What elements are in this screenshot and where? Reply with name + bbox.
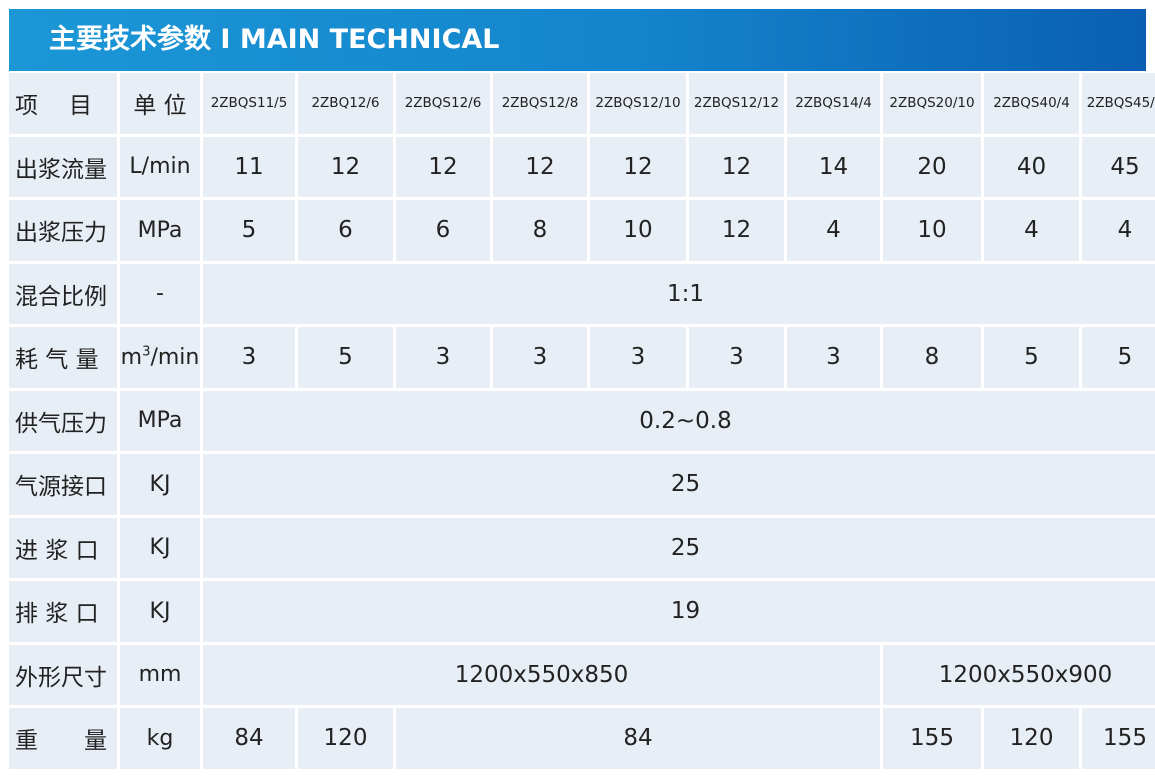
row-unit: KJ — [120, 517, 200, 578]
table-cell: 6 — [298, 200, 393, 261]
table-cell: 12 — [396, 136, 490, 197]
table-cell: 14 — [787, 136, 880, 197]
spec-table: 项 目 单 位 2ZBQS11/5 2ZBQ12/6 2ZBQS12/6 2ZB… — [6, 70, 1155, 772]
table-cell: 8 — [883, 327, 981, 388]
row-label: 排 浆 口 — [9, 581, 117, 642]
table-cell: 155 — [1082, 708, 1155, 769]
table-cell: 84 — [396, 708, 880, 769]
table-cell: 25 — [203, 517, 1155, 578]
table-cell: 10 — [590, 200, 686, 261]
table-cell: 1200x550x900 — [883, 644, 1155, 705]
table-cell: 5 — [298, 327, 393, 388]
table-row-air: 耗 气 量 m3/min 3 5 3 3 3 3 3 8 5 5 — [9, 327, 1155, 388]
table-cell: 3 — [590, 327, 686, 388]
row-unit: KJ — [120, 581, 200, 642]
table-cell: 20 — [883, 136, 981, 197]
section-title: 主要技术参数 I MAIN TECHNICAL — [49, 24, 500, 55]
table-cell: 3 — [203, 327, 295, 388]
row-label: 出浆流量 — [9, 136, 117, 197]
row-label: 进 浆 口 — [9, 517, 117, 578]
row-unit: MPa — [120, 390, 200, 451]
table-cell: 12 — [590, 136, 686, 197]
table-row-supply: 供气压力 MPa 0.2~0.8 — [9, 390, 1155, 451]
unit-superscript: 3 — [142, 344, 151, 360]
row-unit: m3/min — [120, 327, 200, 388]
item-header: 项 目 — [9, 73, 117, 134]
table-cell: 12 — [493, 136, 587, 197]
table-cell: 12 — [298, 136, 393, 197]
unit-header: 单 位 — [120, 73, 200, 134]
model-header: 2ZBQS40/4 — [984, 73, 1079, 134]
table-cell: 12 — [689, 136, 784, 197]
table-cell: 8 — [493, 200, 587, 261]
row-label: 重 量 — [9, 708, 117, 769]
table-cell: 25 — [203, 454, 1155, 515]
table-row-pressure: 出浆压力 MPa 5 6 6 8 10 12 4 10 4 4 — [9, 200, 1155, 261]
model-header: 2ZBQS11/5 — [203, 73, 295, 134]
unit-main: m — [120, 344, 143, 370]
header-row: 项 目 单 位 2ZBQS11/5 2ZBQ12/6 2ZBQS12/6 2ZB… — [9, 73, 1155, 134]
row-label: 混合比例 — [9, 263, 117, 324]
table-cell: 155 — [883, 708, 981, 769]
model-header: 2ZBQ12/6 — [298, 73, 393, 134]
table-cell: 4 — [1082, 200, 1155, 261]
model-header: 2ZBQS12/10 — [590, 73, 686, 134]
model-header: 2ZBQS12/12 — [689, 73, 784, 134]
row-unit: mm — [120, 644, 200, 705]
table-cell: 120 — [298, 708, 393, 769]
table-cell: 5 — [1082, 327, 1155, 388]
model-header: 2ZBQS12/8 — [493, 73, 587, 134]
model-header: 2ZBQS20/10 — [883, 73, 981, 134]
table-cell: 3 — [689, 327, 784, 388]
table-cell: 12 — [689, 200, 784, 261]
table-cell: 1:1 — [203, 263, 1155, 324]
table-cell: 3 — [493, 327, 587, 388]
table-cell: 4 — [984, 200, 1079, 261]
unit-tail: /min — [150, 344, 200, 370]
table-cell: 3 — [787, 327, 880, 388]
table-cell: 19 — [203, 581, 1155, 642]
row-unit: L/min — [120, 136, 200, 197]
table-row-mix: 混合比例 - 1:1 — [9, 263, 1155, 324]
table-cell: 84 — [203, 708, 295, 769]
row-label: 供气压力 — [9, 390, 117, 451]
table-row-flow: 出浆流量 L/min 11 12 12 12 12 12 14 20 40 45 — [9, 136, 1155, 197]
table-cell: 11 — [203, 136, 295, 197]
table-cell: 1200x550x850 — [203, 644, 880, 705]
model-header: 2ZBQS12/6 — [396, 73, 490, 134]
row-label: 外形尺寸 — [9, 644, 117, 705]
table-row-inlet: 进 浆 口 KJ 25 — [9, 517, 1155, 578]
table-row-outlet: 排 浆 口 KJ 19 — [9, 581, 1155, 642]
table-cell: 5 — [203, 200, 295, 261]
table-cell: 10 — [883, 200, 981, 261]
section-header: 主要技术参数 I MAIN TECHNICAL — [9, 9, 1146, 71]
row-unit: kg — [120, 708, 200, 769]
table-cell: 0.2~0.8 — [203, 390, 1155, 451]
table-row-size: 外形尺寸 mm 1200x550x850 1200x550x900 — [9, 644, 1155, 705]
table-cell: 6 — [396, 200, 490, 261]
row-label: 气源接口 — [9, 454, 117, 515]
row-unit: KJ — [120, 454, 200, 515]
table-cell: 120 — [984, 708, 1079, 769]
table-row-airport: 气源接口 KJ 25 — [9, 454, 1155, 515]
table-cell: 40 — [984, 136, 1079, 197]
row-unit: MPa — [120, 200, 200, 261]
model-header: 2ZBQS14/4 — [787, 73, 880, 134]
table-row-weight: 重 量 kg 84 120 84 155 120 155 — [9, 708, 1155, 769]
table-cell: 3 — [396, 327, 490, 388]
model-header: 2ZBQS45/4 — [1082, 73, 1155, 134]
row-label: 出浆压力 — [9, 200, 117, 261]
table-cell: 4 — [787, 200, 880, 261]
row-label: 耗 气 量 — [9, 327, 117, 388]
table-cell: 5 — [984, 327, 1079, 388]
row-unit: - — [120, 263, 200, 324]
table-cell: 45 — [1082, 136, 1155, 197]
